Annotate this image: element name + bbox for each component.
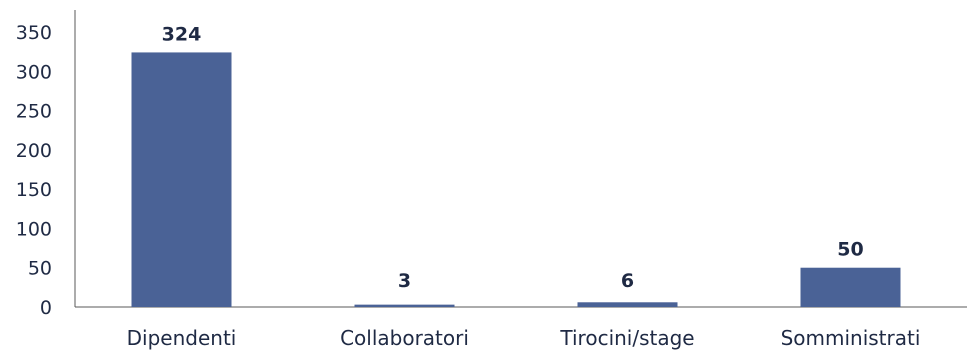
data-label: 6 — [621, 270, 634, 292]
data-labels: 324 3 6 50 — [162, 23, 864, 292]
x-tick-label: Somministrati — [781, 326, 921, 350]
y-tick-label: 0 — [40, 297, 52, 319]
y-tick-label: 250 — [16, 101, 52, 123]
data-label: 50 — [837, 239, 863, 261]
y-tick-label: 200 — [16, 140, 52, 162]
bar — [131, 52, 232, 307]
bars — [131, 52, 901, 307]
x-tick-label: Collaboratori — [340, 326, 469, 350]
y-tick-label: 100 — [16, 218, 52, 240]
data-label: 3 — [398, 270, 411, 292]
data-label: 324 — [162, 23, 202, 45]
x-tick-label: Tirocini/stage — [559, 326, 694, 350]
x-tick-label: Dipendenti — [127, 326, 237, 350]
bar — [577, 302, 678, 307]
category-labels: Dipendenti Collaboratori Tirocini/stage Som… — [127, 326, 921, 350]
bar — [800, 267, 901, 307]
y-tick-label: 300 — [16, 61, 52, 83]
y-tick-label: 150 — [16, 179, 52, 201]
y-axis: 0 50 100 150 200 250 300 350 — [16, 10, 76, 319]
bar — [354, 304, 455, 307]
y-tick-label: 50 — [28, 258, 52, 280]
y-tick-label: 350 — [16, 22, 52, 44]
